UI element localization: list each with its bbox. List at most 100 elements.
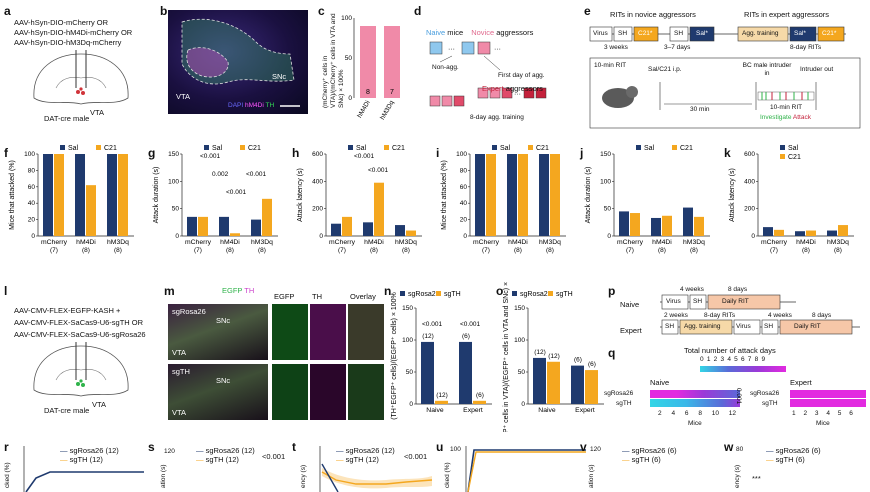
k-bar-sal-2 <box>827 230 837 236</box>
panel-e-rit: 10-min RIT <box>594 62 627 69</box>
panel-e-min30: 30 min <box>690 106 710 113</box>
k-ytick-label: 200 <box>744 206 755 213</box>
g-bar-sal-1 <box>219 216 229 236</box>
i-xtick-label: hM4Di <box>508 239 528 246</box>
k-legend-label-1: C21 <box>788 154 801 161</box>
g-pval-3: <0.001 <box>246 171 266 178</box>
panel-q-row-1b: sgRosa26 <box>750 390 780 397</box>
panel-l-line-1: AAV-CMV-FLEX-EGFP-KASH + <box>14 306 121 315</box>
panel-v-legend: — sgRosa26 (6) — sgTH (6) <box>622 446 677 465</box>
panel-a-line-1: AAV-hSyn-DIO-mCherry OR <box>14 18 109 27</box>
g-bar-c21-0 <box>198 216 208 236</box>
g-bar-sal-2 <box>251 219 261 236</box>
o-bar-sgrosa26-1 <box>571 365 584 404</box>
h-bar-sal-2 <box>395 225 405 236</box>
panel-p-box-virus: Virus <box>666 298 681 305</box>
panel-p-expert: Expert <box>620 326 642 335</box>
panel-e-h-novice: RITs in novice aggressors <box>610 10 696 19</box>
j-xtick-label: mCherry <box>617 239 644 246</box>
h-xtick-label: mCherry <box>329 239 356 246</box>
h-legend-label-0: Sal <box>356 145 367 152</box>
k-n-label: (8) <box>802 247 810 254</box>
panel-label-v: v <box>580 440 587 454</box>
f-ytick-label: 80 <box>28 167 36 174</box>
svg-text:···: ··· <box>514 91 521 98</box>
k-bar-c21-2 <box>838 225 848 236</box>
chart-u <box>465 446 586 492</box>
panel-label-h: h <box>292 146 300 160</box>
n-bar-sgth-0 <box>435 400 448 404</box>
g-ytick-label: 50 <box>172 206 180 213</box>
qn-3: 8 <box>698 410 702 417</box>
panel-e-eight: 8-day RITs <box>790 44 822 51</box>
scale-0: 0 <box>700 356 707 363</box>
panel-d-novice: Novice <box>471 28 495 37</box>
h-ytick-label: 600 <box>312 151 323 158</box>
micrograph-m-egfp-1 <box>272 304 308 360</box>
scale-8: 8 <box>754 356 762 363</box>
g-bar-c21-2 <box>262 198 272 236</box>
panel-d-training: 8-day agg. training <box>470 114 524 121</box>
n-ytick-label: 0 <box>409 401 413 408</box>
qe-5: 6 <box>849 410 853 417</box>
g-pval-0: <0.001 <box>200 153 220 160</box>
legend-th: TH <box>265 102 275 109</box>
j-n-label: (7) <box>626 247 634 254</box>
panel-e-out: Intruder out <box>800 66 834 73</box>
scale-9: 9 <box>761 356 769 363</box>
panel-v-tick: 120 <box>590 446 601 453</box>
i-legend-label-1: C21 <box>536 145 549 152</box>
micrograph-b-snc: SNc <box>272 72 287 81</box>
g-xtick-label: hM3Dq <box>251 239 273 246</box>
o-bar-sgth-0 <box>547 361 560 404</box>
panel-p-naive: Naive <box>620 300 640 309</box>
h-legend-swatch-1 <box>384 145 389 150</box>
k-ylabel: Attack latency (s) <box>729 168 736 222</box>
panel-d-aggressors-2: aggressors <box>505 84 543 93</box>
h-bar-c21-2 <box>406 230 416 236</box>
panel-p-w4b: 4 weeks <box>768 312 792 319</box>
k-bar-sal-1 <box>795 231 805 236</box>
g-pval-1: 0.002 <box>212 171 229 178</box>
panel-e-box-c21: C21* <box>638 30 653 37</box>
j-bar-c21-1 <box>662 215 672 236</box>
panel-e-diagram <box>589 26 861 129</box>
scale-4: 4 <box>727 356 735 363</box>
panel-p-d8c: 8 days <box>812 312 832 319</box>
o-n-label: (6) <box>588 361 596 368</box>
panel-e-box-sh1: SH <box>618 30 628 37</box>
scale-5: 5 <box>734 356 741 363</box>
panel-p-box-sh2: SH <box>665 323 675 330</box>
n-xtick-label: Expert <box>463 407 483 414</box>
o-xtick-label: Naive <box>538 407 556 414</box>
brain-diagram-a <box>33 50 129 105</box>
r-legend-1: sgTH (12) <box>69 455 103 465</box>
j-ytick-label: 100 <box>600 178 611 185</box>
j-legend-label-0: Sal <box>644 145 655 152</box>
panel-q-heat-expert-2 <box>790 399 866 407</box>
f-xtick-label: hM4Di <box>76 239 96 246</box>
panel-label-n: n <box>384 284 392 298</box>
panel-label-q: q <box>608 346 616 360</box>
h-pval-0: <0.001 <box>354 153 374 160</box>
j-ytick-label: 0 <box>607 233 611 240</box>
panel-label-l: l <box>4 284 8 298</box>
panel-l-line-2: AAV-CMV-FLEX-SaCas9-U6-sgTH OR <box>14 318 144 327</box>
panel-u-tick: 100 <box>450 446 461 453</box>
chart-r-series-sgrosa26 <box>25 471 144 492</box>
qe-2: 3 <box>814 410 819 417</box>
panel-e-box-c21-2: C21* <box>822 30 837 37</box>
g-ytick-label: 0 <box>175 233 179 240</box>
micrograph-b-legend: DAPI hM4Di TH <box>228 102 274 110</box>
j-legend-swatch-0 <box>636 145 641 150</box>
panel-d-mice: mice <box>447 28 464 37</box>
micrograph-m-1-snc: SNc <box>216 316 231 325</box>
scale-3: 3 <box>720 356 728 363</box>
j-ytick-label: 50 <box>604 206 612 213</box>
scale-2: 2 <box>713 356 721 363</box>
micrograph-m-th-2 <box>310 364 346 420</box>
chart-r <box>23 446 144 492</box>
scale-6: 6 <box>740 356 748 363</box>
f-ytick-label: 100 <box>24 151 35 158</box>
